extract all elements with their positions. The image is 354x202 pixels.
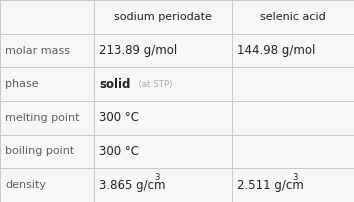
Text: melting point: melting point: [5, 113, 80, 123]
Text: 300 °C: 300 °C: [99, 145, 139, 158]
Text: 3: 3: [292, 173, 297, 182]
Text: 3: 3: [154, 173, 159, 182]
Text: molar mass: molar mass: [5, 45, 70, 56]
Text: 300 °C: 300 °C: [99, 111, 139, 124]
Text: 144.98 g/mol: 144.98 g/mol: [237, 44, 315, 57]
Text: density: density: [5, 180, 46, 190]
Text: 213.89 g/mol: 213.89 g/mol: [99, 44, 177, 57]
Text: 2.511 g/cm: 2.511 g/cm: [237, 179, 304, 192]
Text: selenic acid: selenic acid: [260, 12, 326, 22]
Text: 3.865 g/cm: 3.865 g/cm: [99, 179, 166, 192]
Text: solid: solid: [99, 78, 131, 91]
Text: phase: phase: [5, 79, 39, 89]
Text: sodium periodate: sodium periodate: [114, 12, 212, 22]
Text: boiling point: boiling point: [5, 146, 75, 157]
Text: (at STP): (at STP): [133, 80, 172, 89]
